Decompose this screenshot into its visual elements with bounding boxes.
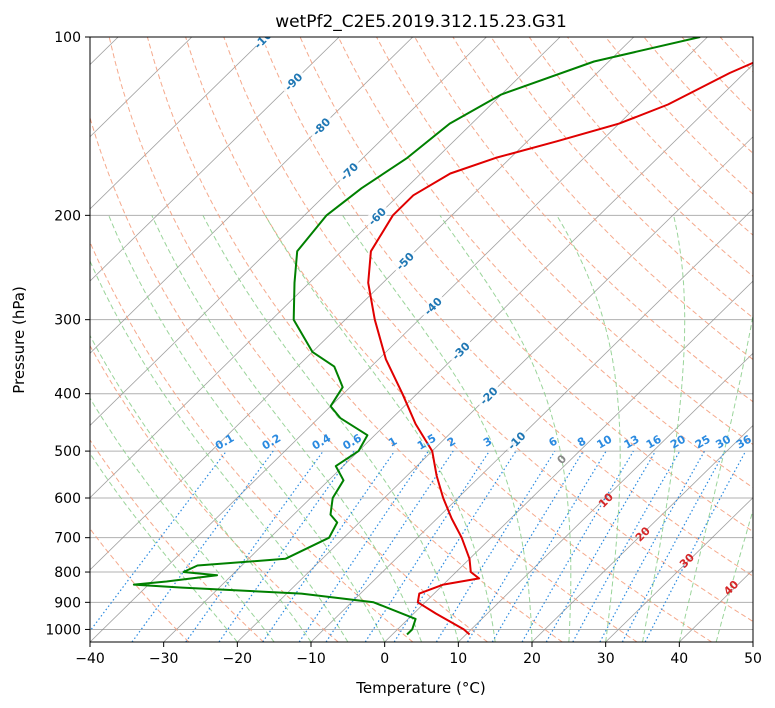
mixing-ratio-line [435, 450, 556, 642]
axes: −40 −30 −20 −10 0 10 20 30 40 50 100 200 300 400 500 60… [45, 30, 762, 667]
isotherm [90, 37, 561, 499]
isotherm [90, 37, 487, 427]
dry-adiabat [90, 115, 488, 642]
mixing-ratio-line [621, 450, 726, 642]
plot-frame [89, 36, 754, 643]
temperature-profile [367, 61, 753, 636]
isotherm-label-bg [307, 112, 335, 141]
moist-adiabat [264, 215, 496, 642]
dry-adiabat [185, 37, 712, 642]
mixing-ratio-line [131, 450, 274, 642]
x-axis-label: Temperature (°C) [355, 679, 485, 697]
dry-adiabat [223, 37, 753, 623]
y-tick-label: 400 [54, 387, 81, 403]
isotherm-label-bg [474, 381, 503, 410]
x-tick-label: 20 [523, 651, 541, 667]
mixing-ratio-line [364, 450, 490, 642]
moist-adiabat [556, 215, 621, 642]
isotherm-label-bg [418, 291, 447, 320]
mixing-ratio-label: 36 [734, 432, 754, 451]
mixing-ratio-line [90, 450, 227, 633]
dry-adiabat [146, 37, 638, 642]
isotherm [310, 208, 753, 642]
dry-adiabat [261, 37, 753, 577]
isotherm [90, 37, 340, 282]
isotherm-label-bg [335, 157, 363, 185]
isotherm [605, 497, 753, 642]
x-tick-label: −10 [296, 651, 326, 667]
isotherm-label-bg [390, 247, 419, 275]
y-tick-label: 1000 [45, 622, 81, 638]
y-tick-label: 700 [54, 531, 81, 547]
mixing-ratio-line [262, 450, 396, 642]
isotherm [384, 280, 753, 642]
profiles [132, 37, 753, 636]
chart-title: wetPf2_C2E5.2019.312.15.23.G31 [275, 12, 567, 32]
y-tick-label: 900 [54, 595, 81, 611]
mixing-ratio-line [393, 450, 517, 642]
x-tick-label: 50 [744, 651, 762, 667]
mixing-ratio-line [298, 450, 429, 642]
mixing-ratio-line [325, 450, 454, 642]
moist-adiabat [642, 215, 686, 642]
x-tick-label: 10 [449, 651, 467, 667]
dry-adiabat [376, 37, 753, 446]
moist-adiabat [90, 397, 275, 642]
mixing-ratio-line [572, 450, 681, 642]
dry-adiabat [90, 344, 339, 642]
isotherm [90, 37, 266, 210]
isotherm [237, 136, 753, 642]
moist-adiabat [342, 215, 533, 642]
isotherm [90, 37, 635, 571]
x-tick-label: 30 [597, 651, 615, 667]
moist-adiabat [202, 215, 459, 642]
mixing-ratio-line [185, 450, 324, 642]
x-tick-label: −20 [223, 651, 253, 667]
y-tick-label: 500 [54, 444, 81, 460]
y-tick-label: 100 [54, 30, 81, 46]
isotherm-label-bg [446, 336, 475, 365]
moist-adiabat [151, 215, 422, 642]
isotherm [531, 424, 753, 642]
dry-adiabat [90, 439, 264, 642]
isotherm [163, 64, 753, 642]
mixing-ratio-line [218, 450, 355, 642]
mixing-ratio-line [599, 450, 706, 642]
isotherm [458, 352, 753, 642]
moist-adiabat [90, 334, 312, 642]
y-tick-label: 300 [54, 313, 81, 329]
moist-adiabat [678, 312, 753, 642]
mixing-ratio-line [466, 450, 584, 642]
isotherm-label-bg [502, 426, 531, 455]
moist-adiabat [108, 215, 386, 642]
dry-adiabat [337, 37, 753, 489]
dry-adiabat [452, 37, 753, 361]
isotherm-label-bg [251, 37, 279, 51]
x-tick-label: 0 [380, 651, 389, 667]
dry-adiabat [108, 37, 563, 642]
dry-adiabat [90, 527, 190, 642]
moist-adiabat [90, 452, 238, 642]
y-tick-label: 800 [54, 565, 81, 581]
x-tick-label: 40 [670, 651, 688, 667]
isotherm-label-bg [362, 202, 391, 230]
x-tick-label: −40 [75, 651, 105, 667]
dry-adiabat [90, 240, 414, 642]
background-lines [90, 37, 753, 642]
dewpoint-profile [132, 37, 701, 636]
x-tick-label: −30 [149, 651, 179, 667]
dry-adiabat [299, 37, 753, 533]
y-tick-label: 200 [54, 208, 81, 224]
y-axis-label: Pressure (hPa) [10, 286, 28, 394]
y-tick-label: 600 [54, 491, 81, 507]
isotherm-label-bg [279, 67, 307, 96]
